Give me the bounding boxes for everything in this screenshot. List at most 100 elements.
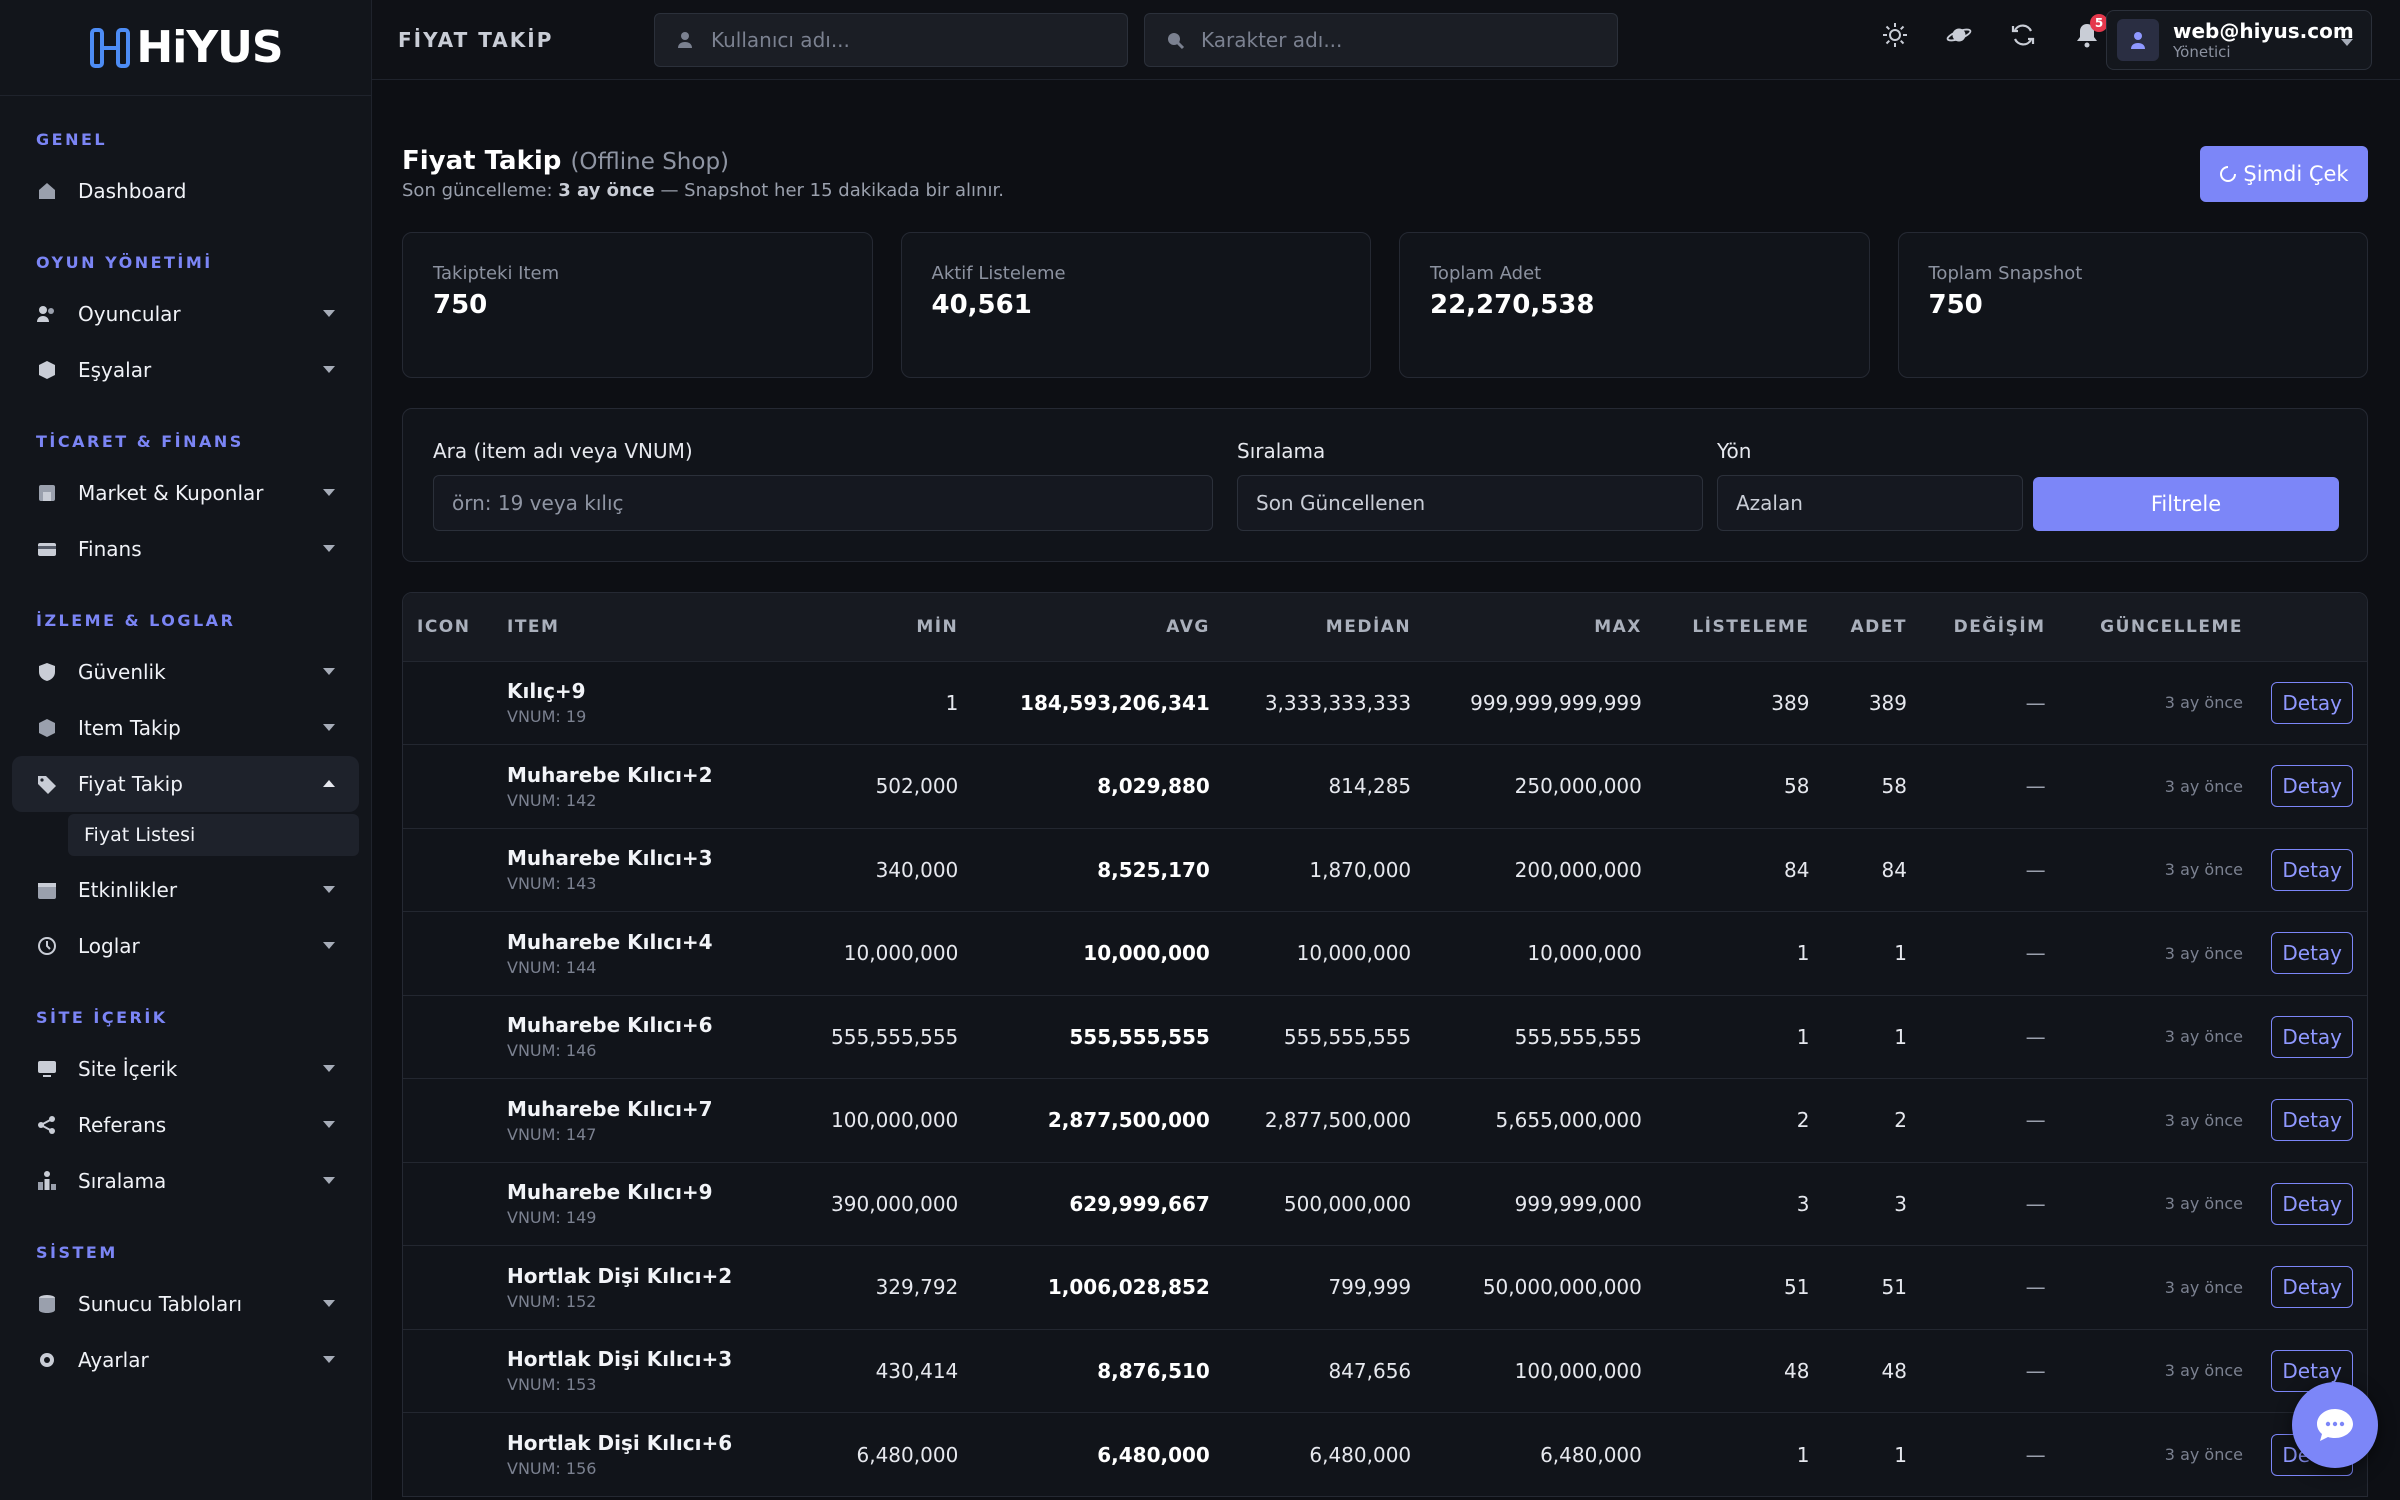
item-name[interactable]: Muharebe Kılıcı+3 [507, 846, 713, 871]
sidebar-item-label: Etkinlikler [78, 878, 178, 902]
max-cell: 555,555,555 [1514, 1024, 1642, 1049]
item-cell: Muharebe Kılıcı+2 VNUM: 142 [493, 745, 793, 829]
column-header[interactable]: ITEM [507, 616, 560, 637]
table-row[interactable]: Muharebe Kılıcı+4 VNUM: 144 10,000,000 10,0… [403, 911, 2367, 996]
detail-button[interactable]: Detay [2271, 932, 2353, 975]
table-row[interactable]: Muharebe Kılıcı+9 VNUM: 149 390,000,000 629… [403, 1162, 2367, 1246]
listing-cell: 58 [1783, 774, 1810, 799]
item-name[interactable]: Kılıç+9 [507, 679, 586, 704]
column-header[interactable]: ICON [417, 616, 471, 637]
listing-cell: 51 [1783, 1275, 1810, 1300]
table-row[interactable]: Muharebe Kılıcı+7 VNUM: 147 100,000,000 2,8… [403, 1078, 2367, 1163]
sidebar-item-etkinlikler[interactable]: Etkinlikler [12, 862, 359, 918]
sidebar-item-label: Güvenlik [78, 660, 166, 684]
qty-cell: 84 [1881, 857, 1907, 882]
avg-cell: 8,525,170 [1097, 857, 1210, 882]
change-cell: — [2025, 1191, 2046, 1216]
refresh-button[interactable] [2010, 22, 2036, 48]
sidebar-item-loglar[interactable]: Loglar [12, 918, 359, 974]
item-cell: Muharebe Kılıcı+3 VNUM: 143 [493, 828, 793, 912]
detail-button[interactable]: Detay [2271, 1182, 2353, 1225]
table-row[interactable]: Hortlak Dişi Kılıcı+3 VNUM: 153 430,414 8,8… [403, 1329, 2367, 1413]
user-menu[interactable]: web@hiyus.com Yönetici [2106, 10, 2372, 70]
item-name[interactable]: Muharebe Kılıcı+7 [507, 1096, 713, 1121]
avg-cell: 8,029,880 [1097, 774, 1210, 799]
fetch-now-button[interactable]: Şimdi Çek [2200, 146, 2368, 202]
detail-button[interactable]: Detay [2271, 1099, 2353, 1142]
direction-select[interactable]: Azalan [1717, 475, 2023, 531]
item-search-input[interactable]: örn: 19 veya kılıç [433, 475, 1213, 531]
column-header[interactable]: DEĞİŞİM [1953, 616, 2046, 637]
item-name[interactable]: Muharebe Kılıcı+6 [507, 1013, 713, 1038]
item-icon-cell [403, 1079, 493, 1163]
table-row[interactable]: Kılıç+9 VNUM: 19 1 184,593,206,341 3,333,333… [403, 661, 2367, 745]
table-row[interactable]: Hortlak Dişi Kılıcı+2 VNUM: 152 329,792 1,0… [403, 1245, 2367, 1330]
max-cell: 5,655,000,000 [1495, 1108, 1642, 1133]
sidebar-item-label: Referans [78, 1113, 167, 1137]
item-name[interactable]: Muharebe Kılıcı+4 [507, 929, 713, 954]
sidebar-item-güvenlik[interactable]: Güvenlik [12, 644, 359, 700]
stat-value: 750 [1928, 290, 1983, 320]
notification-badge: 5 [2090, 14, 2108, 32]
column-header[interactable]: MİN [916, 616, 959, 637]
sidebar-item-market-kuponlar[interactable]: Market & Kuponlar [12, 465, 359, 521]
sidebar-item-fiyat-takip[interactable]: Fiyat Takip [12, 756, 359, 812]
column-header[interactable]: LİSTELEME [1692, 616, 1810, 637]
sort-select[interactable]: Son Güncellenen [1237, 475, 1703, 531]
column-header[interactable]: GÜNCELLEME [2100, 616, 2243, 637]
column-header[interactable]: ADET [1850, 616, 1907, 637]
sidebar-item-dashboard[interactable]: Dashboard [12, 163, 359, 219]
chat-button[interactable] [2292, 1382, 2378, 1468]
sidebar-item-finans[interactable]: Finans [12, 521, 359, 577]
sidebar-item-eşyalar[interactable]: Eşyalar [12, 342, 359, 398]
user-search-input[interactable]: Kullanıcı adı... [654, 12, 1128, 67]
table-row[interactable]: Muharebe Kılıcı+6 VNUM: 146 555,555,555 555… [403, 995, 2367, 1079]
sidebar-item-oyuncular[interactable]: Oyuncular [12, 286, 359, 342]
detail-button[interactable]: Detay [2271, 1015, 2353, 1058]
detail-button[interactable]: Detay [2271, 681, 2353, 724]
tag-icon [36, 773, 58, 795]
chevron-down-icon [323, 1065, 335, 1072]
item-name[interactable]: Hortlak Dişi Kılıcı+6 [507, 1431, 733, 1455]
table-row[interactable]: Muharebe Kılıcı+2 VNUM: 142 502,000 8,029,8… [403, 744, 2367, 829]
item-cell: Kılıç+9 VNUM: 19 [493, 661, 793, 745]
main-content: Fiyat Takip (Offline Shop) Son güncellem… [402, 80, 2368, 1497]
filter-button[interactable]: Filtrele [2033, 477, 2339, 531]
item-name[interactable]: Hortlak Dişi Kılıcı+3 [507, 1347, 733, 1372]
sidebar-item-sunucu-tabloları[interactable]: Sunucu Tabloları [12, 1276, 359, 1332]
column-header[interactable]: AVG [1166, 616, 1210, 637]
column-header[interactable]: MEDİAN [1325, 616, 1412, 637]
chevron-down-icon [323, 489, 335, 496]
sidebar-item-site-i-çerik[interactable]: Site İçerik [12, 1041, 359, 1097]
table-row[interactable]: Muharebe Kılıcı+3 VNUM: 143 340,000 8,525,1… [403, 828, 2367, 912]
listing-cell: 389 [1771, 690, 1810, 715]
sidebar-item-item-takip[interactable]: Item Takip [12, 700, 359, 756]
column-header[interactable] [2257, 593, 2367, 661]
stat-value: 40,561 [931, 290, 1032, 320]
item-name[interactable]: Hortlak Dişi Kılıcı+2 [507, 1263, 733, 1288]
detail-button[interactable]: Detay [2271, 1266, 2353, 1309]
sidebar-item-referans[interactable]: Referans [12, 1097, 359, 1153]
calendar-icon [36, 879, 58, 901]
sidebar-item-sıralama[interactable]: Sıralama [12, 1153, 359, 1209]
item-vnum: VNUM: 19 [507, 707, 587, 727]
sidebar-subitem-fiyat-listesi[interactable]: Fiyat Listesi [68, 814, 359, 856]
detail-button[interactable]: Detay [2271, 765, 2353, 808]
detail-button[interactable]: Detay [2271, 848, 2353, 891]
notifications-button[interactable]: 5 [2074, 14, 2108, 48]
sidebar-item-label: Ayarlar [78, 1348, 149, 1372]
page-subtitle: (Offline Shop) [570, 149, 730, 175]
sidebar-item-ayarlar[interactable]: Ayarlar [12, 1332, 359, 1388]
user-avatar-icon [2131, 32, 2145, 49]
theme-toggle-button[interactable] [1882, 22, 1908, 48]
item-name[interactable]: Muharebe Kılıcı+2 [507, 762, 713, 787]
item-vnum: VNUM: 149 [507, 1208, 597, 1228]
character-search-input[interactable]: Karakter adı... [1144, 12, 1618, 67]
updated-cell: 3 ay önce [2164, 1110, 2243, 1130]
column-header[interactable]: MAX [1594, 616, 1642, 637]
table-row[interactable]: Hortlak Dişi Kılıcı+6 VNUM: 156 6,480,000 6… [403, 1412, 2367, 1497]
brand-logo[interactable]: HiYUS [88, 22, 284, 73]
chevron-down-icon [323, 1177, 335, 1184]
planet-button[interactable] [1946, 22, 1972, 48]
item-name[interactable]: Muharebe Kılıcı+9 [507, 1180, 713, 1205]
